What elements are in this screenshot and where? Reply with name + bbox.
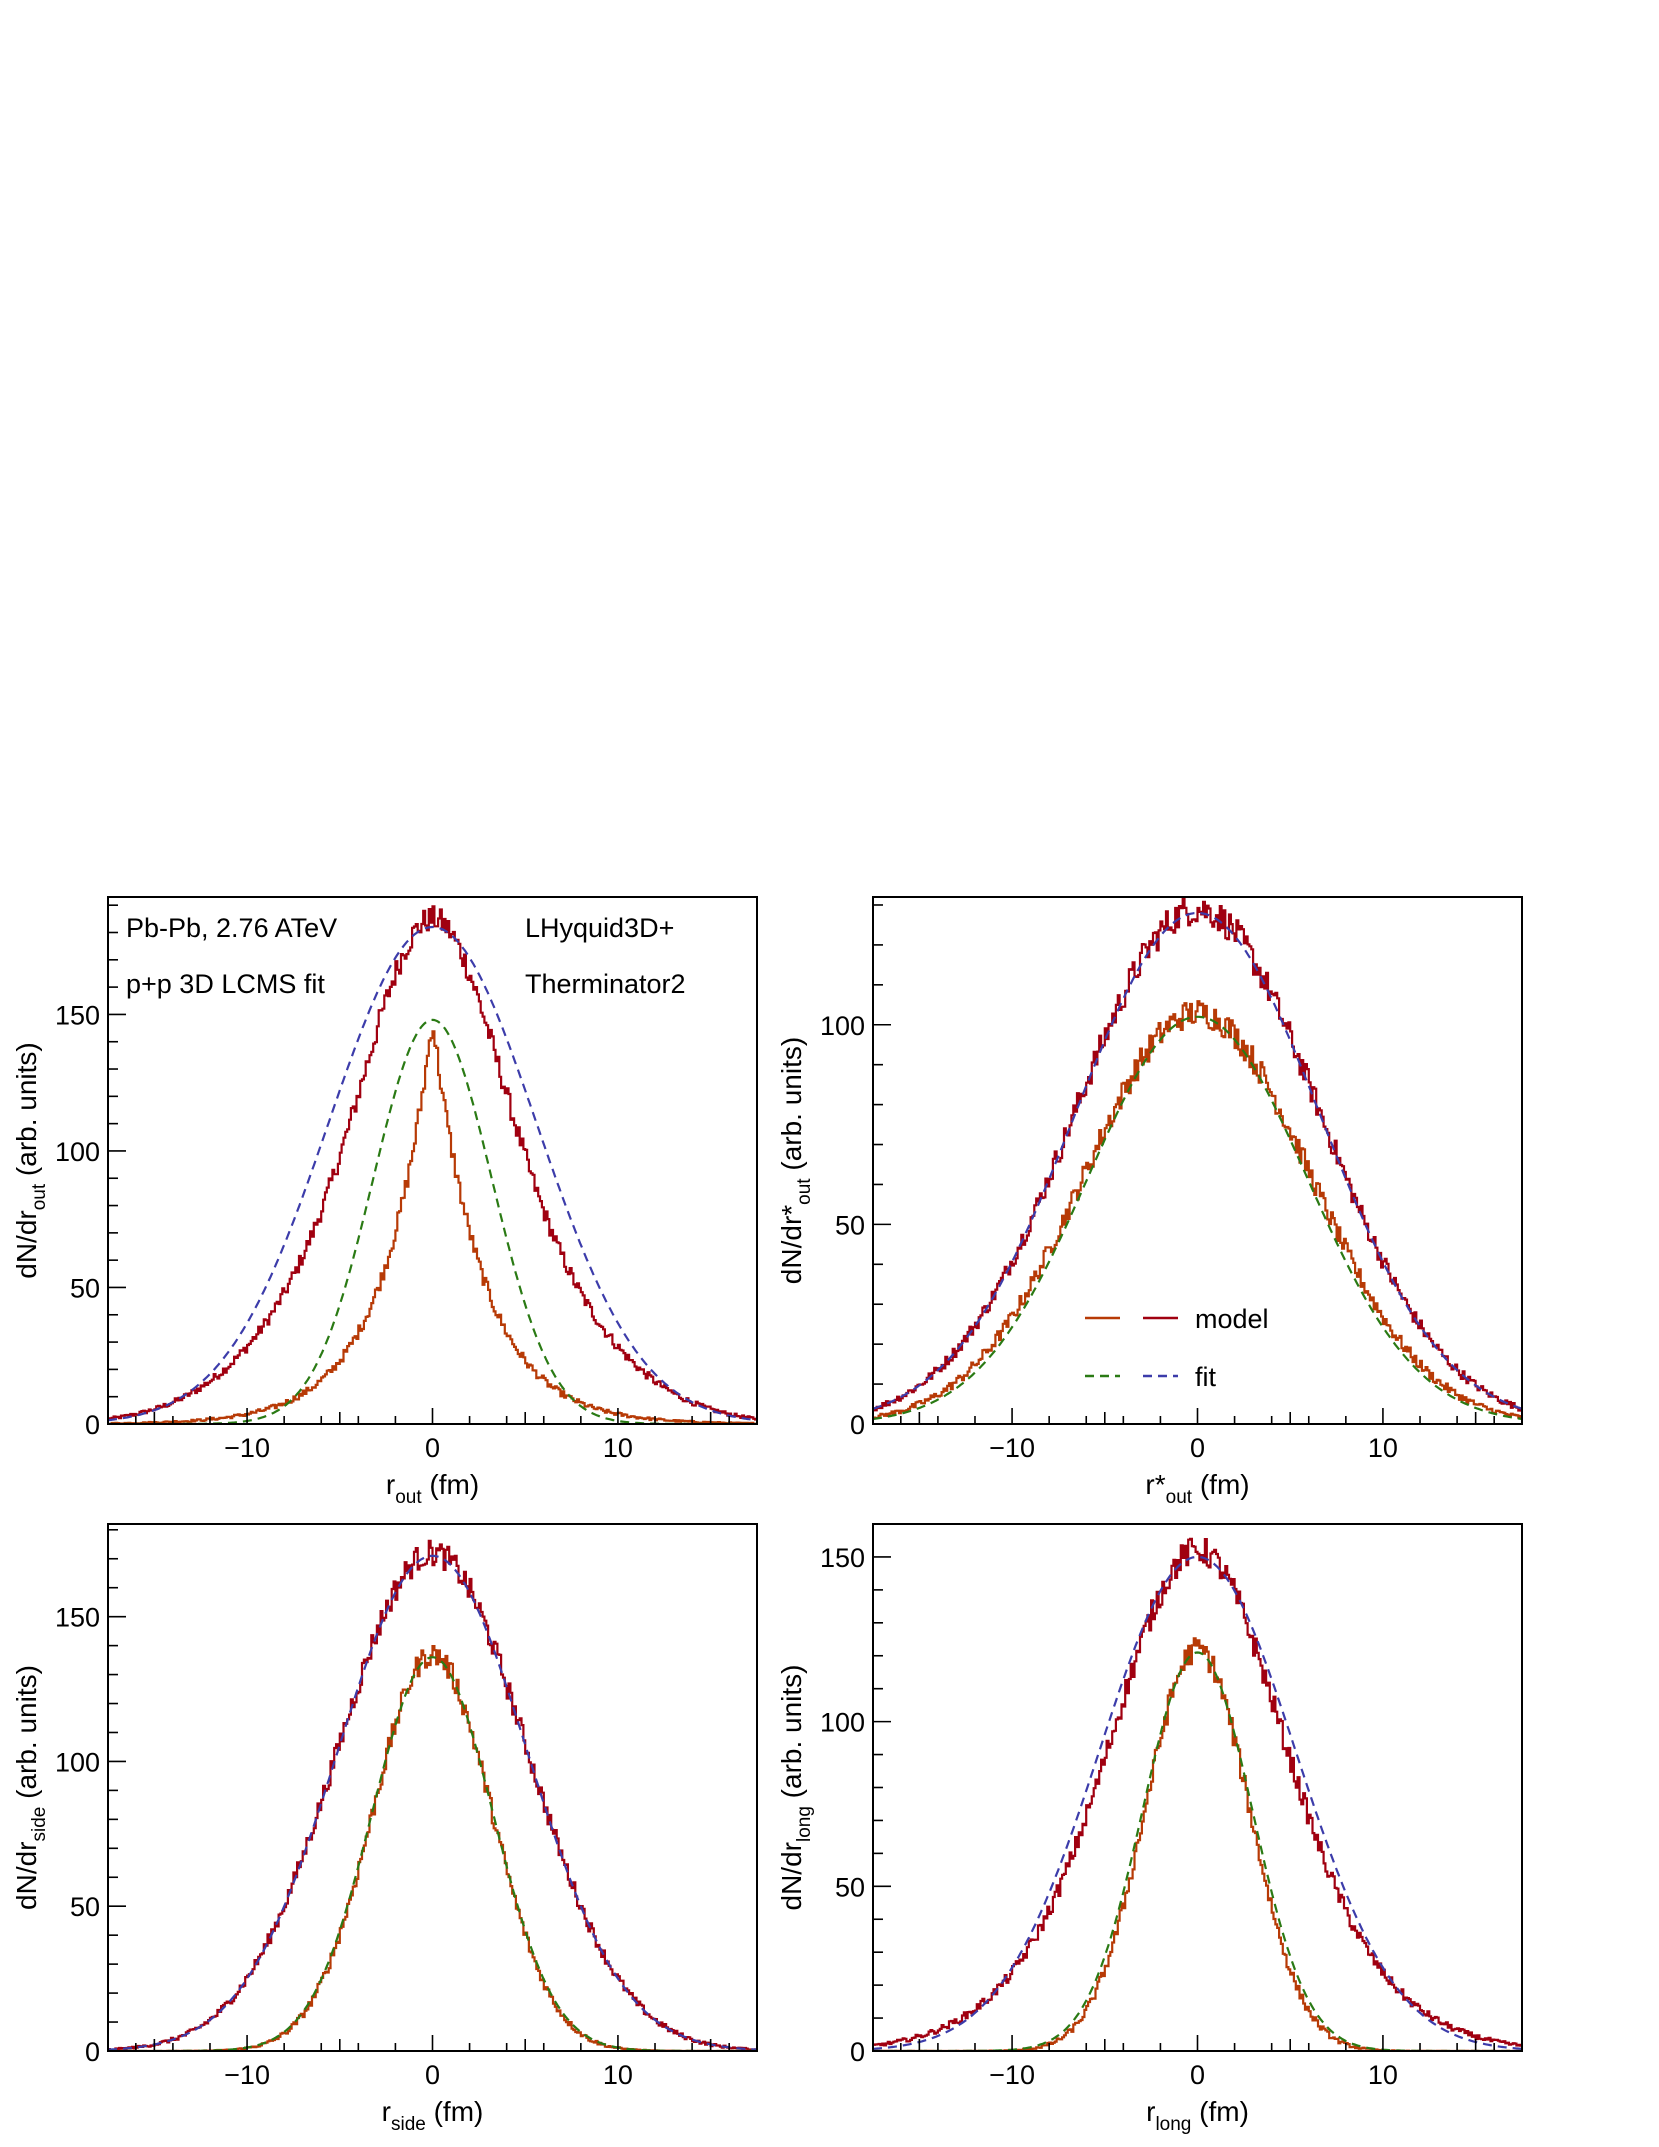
series-fit-narrow [108,1018,757,1424]
y-tick-label: 150 [55,1603,100,1633]
y-tick-label: 50 [70,1273,100,1303]
x-axis-title-sub: side [391,2114,426,2135]
y-tick-label: 0 [85,2037,100,2067]
annotation-system: Pb-Pb, 2.76 ATeV [126,913,337,943]
y-tick-label: 100 [55,1747,100,1777]
x-tick-label: −10 [989,1433,1035,1463]
series-model-wide [873,897,1522,1413]
x-tick-label: 10 [1368,2060,1398,2090]
series-fit-narrow [108,1656,757,2051]
series-model-narrow [873,1000,1522,1420]
plot-frame [107,1523,758,2052]
x-tick-label: 10 [603,1433,633,1463]
x-axis-title-unit: (fm) [422,1469,480,1500]
x-axis-title-main: r [386,1469,395,1500]
plot-area [873,1537,1522,2051]
y-axis-title-sub: long [794,1806,815,1842]
y-tick-label: 0 [850,1410,865,1440]
x-axis-title: rlong (fm) [1146,2096,1249,2135]
x-axis-title-main: r* [1145,1469,1165,1500]
y-tick-label: 100 [820,1708,865,1738]
y-axis-title-unit: (arb. units) [776,1037,807,1179]
y-axis-title-main: dN/dr [11,1210,42,1278]
x-axis-title: rside (fm) [382,2096,484,2135]
y-axis-title-main: dN/dr [776,1842,807,1910]
x-axis-title-sub: out [1166,1487,1193,1508]
x-tick-label: −10 [224,2060,270,2090]
x-axis-title-main: r [1146,2096,1155,2127]
y-tick-label: 0 [85,1410,100,1440]
y-tick-label: 100 [55,1137,100,1167]
annotation-model-line1: LHyquid3D+ [525,913,674,943]
x-tick-label: 10 [603,2060,633,2090]
legend-model-label: model [1195,1304,1269,1334]
x-tick-label: 0 [425,1433,440,1463]
series-fit-wide [108,1554,757,2051]
y-axis-title-main: dN/dr [11,1842,42,1910]
y-tick-label: 50 [70,1892,100,1922]
series-fit-narrow [873,1651,1522,2051]
y-axis-title: dN/drout (arb. units) [11,1042,50,1279]
x-axis-title-sub: long [1155,2114,1191,2135]
y-axis-title-sub: side [29,1807,50,1842]
x-axis-title-unit: (fm) [1192,1469,1250,1500]
x-axis-title-unit: (fm) [426,2096,484,2127]
x-axis-title: r*out (fm) [1145,1469,1249,1508]
y-tick-label: 150 [55,1000,100,1030]
x-tick-label: 10 [1368,1433,1398,1463]
y-axis-title: dN/drside (arb. units) [11,1665,50,1910]
series-model-narrow [108,1645,757,2051]
series-fit-wide [108,925,757,1422]
series-model-wide [108,905,757,1421]
series-fit-wide [873,1555,1522,2050]
y-axis-title-sub: out [794,1178,815,1205]
series-fit-wide [873,911,1522,1410]
annotation-model-line2: Therminator2 [525,969,686,999]
x-axis-title-unit: (fm) [1191,2096,1249,2127]
series-model-wide [873,1537,1522,2049]
y-axis-title: dN/drlong (arb. units) [776,1665,815,1911]
y-tick-label: 100 [820,1011,865,1041]
legend: model fit [1085,1304,1269,1392]
x-tick-label: −10 [989,2060,1035,2090]
plot-area [108,1539,757,2051]
x-axis-title: rout (fm) [386,1469,479,1508]
plot-area [873,897,1522,1421]
plot-frame [872,1523,1523,2052]
x-tick-label: −10 [224,1433,270,1463]
y-axis-title-unit: (arb. units) [11,1665,42,1807]
series-fit-narrow [873,1015,1522,1421]
series-model-wide [108,1539,757,2051]
y-axis-title-main: dN/dr* [776,1205,807,1284]
y-tick-label: 150 [820,1543,865,1573]
series-model-narrow [108,1030,757,1424]
y-tick-label: 50 [835,1872,865,1902]
x-tick-label: 0 [425,2060,440,2090]
y-axis-title: dN/dr*out (arb. units) [776,1037,815,1284]
x-axis-title-main: r [382,2096,391,2127]
legend-fit-label: fit [1195,1362,1217,1392]
y-tick-label: 0 [850,2037,865,2067]
annotation-fit-label: p+p 3D LCMS fit [126,969,325,999]
y-axis-title-unit: (arb. units) [11,1042,42,1184]
x-tick-label: 0 [1190,2060,1205,2090]
x-axis-title-sub: out [395,1487,422,1508]
y-axis-title-sub: out [29,1183,50,1210]
y-tick-label: 50 [835,1210,865,1240]
plot-frame [872,896,1523,1425]
series-model-narrow [873,1637,1522,2051]
y-axis-title-unit: (arb. units) [776,1665,807,1807]
x-tick-label: 0 [1190,1433,1205,1463]
